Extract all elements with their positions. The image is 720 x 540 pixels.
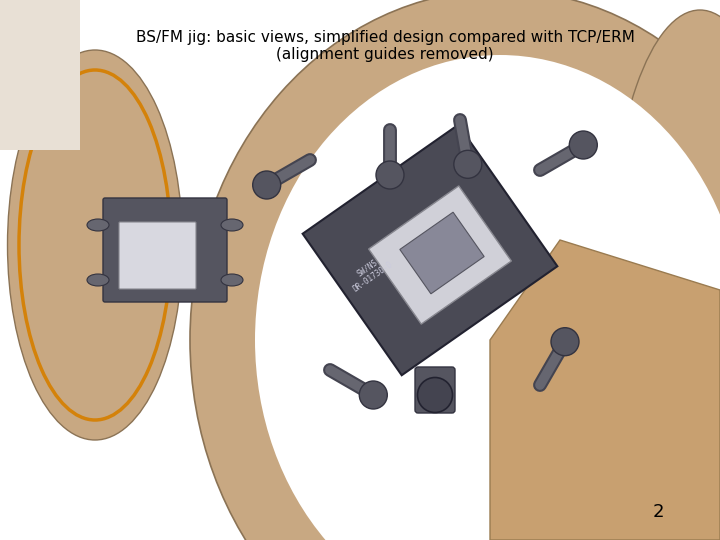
Polygon shape xyxy=(400,212,484,294)
Ellipse shape xyxy=(221,219,243,231)
Ellipse shape xyxy=(87,274,109,286)
Ellipse shape xyxy=(87,219,109,231)
FancyBboxPatch shape xyxy=(415,367,455,413)
Polygon shape xyxy=(369,186,511,324)
FancyBboxPatch shape xyxy=(0,0,80,150)
Ellipse shape xyxy=(253,171,281,199)
Polygon shape xyxy=(302,125,557,375)
Ellipse shape xyxy=(418,377,452,413)
Ellipse shape xyxy=(7,50,182,440)
Ellipse shape xyxy=(359,381,387,409)
Ellipse shape xyxy=(610,10,720,530)
Ellipse shape xyxy=(190,0,720,540)
Ellipse shape xyxy=(255,55,720,540)
Ellipse shape xyxy=(551,328,579,356)
Polygon shape xyxy=(490,240,720,540)
Text: BS/FM jig: basic views, simplified design compared with TCP/ERM
(alignment guide: BS/FM jig: basic views, simplified desig… xyxy=(136,30,634,62)
Ellipse shape xyxy=(221,274,243,286)
Ellipse shape xyxy=(376,161,404,189)
FancyBboxPatch shape xyxy=(119,222,196,289)
Ellipse shape xyxy=(570,131,598,159)
Text: 2: 2 xyxy=(653,503,665,521)
FancyBboxPatch shape xyxy=(103,198,227,302)
Ellipse shape xyxy=(454,150,482,178)
Text: SW/NS
DR-01730-0: SW/NS DR-01730-0 xyxy=(346,251,395,293)
